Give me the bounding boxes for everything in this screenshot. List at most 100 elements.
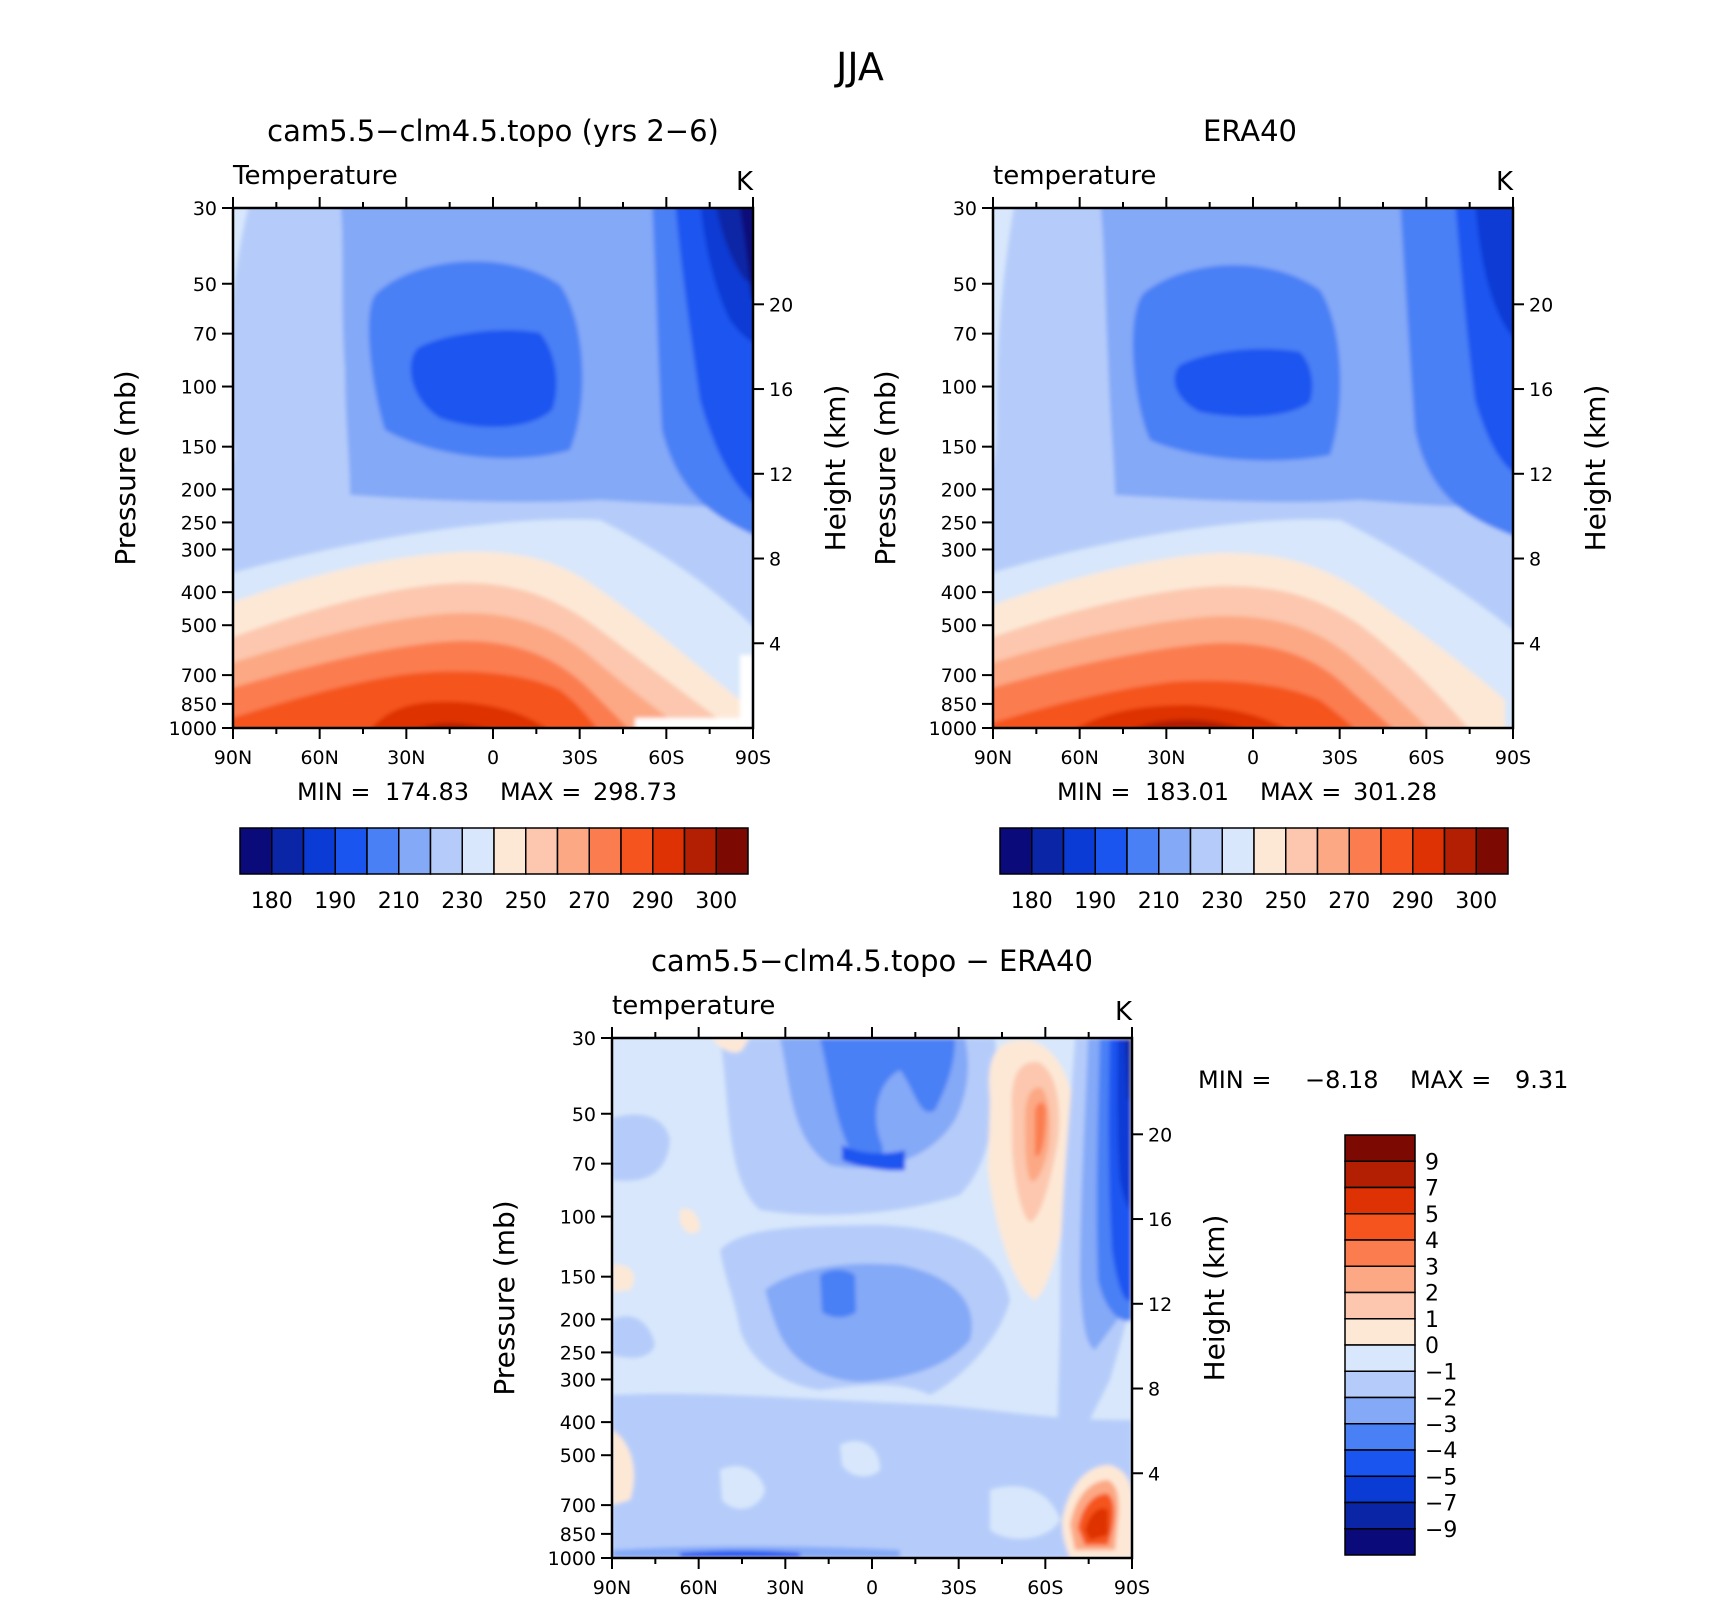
y-tick-label: 70	[953, 324, 977, 346]
colorbar-box	[1344, 1370, 1416, 1399]
y-tick-label: 500	[941, 615, 977, 637]
colorbar-box	[1344, 1528, 1416, 1556]
colorbar-box	[1475, 827, 1509, 875]
y-axis-label: Pressure (mb)	[869, 370, 902, 565]
y2-tick-label: 12	[1529, 464, 1553, 486]
colorbar-box	[1316, 827, 1350, 875]
colorbar-label: 0	[1425, 1334, 1439, 1359]
y2-tick-label: 12	[1148, 1294, 1172, 1316]
y-tick-label: 200	[181, 479, 217, 501]
y-tick-label: 700	[941, 665, 977, 687]
y-tick-label: 30	[953, 198, 977, 220]
y-tick-label: 400	[181, 582, 217, 604]
x-tick-label: 90N	[593, 1577, 631, 1599]
y2-tick-label: 16	[1529, 379, 1553, 401]
y-tick-label: 30	[193, 198, 217, 220]
colorbar-box	[334, 827, 368, 875]
panel-title: cam5.5−clm4.5.topo (yrs 2−6)	[267, 114, 719, 148]
colorbar-box	[1031, 827, 1065, 875]
x-tick-label: 60S	[648, 747, 684, 769]
colorbar-box	[1348, 827, 1382, 875]
colorbar-box	[1344, 1344, 1416, 1372]
colorbar-box	[1344, 1423, 1416, 1451]
y2-tick-label: 20	[1148, 1124, 1172, 1146]
colorbar-box	[1443, 827, 1477, 875]
y-tick-label: 100	[941, 377, 977, 399]
colorbar-label: 190	[314, 889, 356, 914]
y-tick-label: 400	[560, 1412, 596, 1434]
colorbar-label: 9	[1425, 1150, 1439, 1175]
colorbar-box	[1158, 827, 1192, 875]
min-label: MIN =	[1198, 1066, 1271, 1094]
colorbar-box	[1344, 1291, 1416, 1320]
x-tick-label: 60S	[1408, 747, 1444, 769]
y-tick-label: 850	[941, 694, 977, 716]
units-label: K	[1115, 997, 1133, 1027]
y-tick-label: 250	[181, 512, 217, 534]
axes: 3050701001502002503004005007008501000481…	[169, 197, 793, 769]
max-value: 301.28	[1353, 778, 1437, 806]
colorbar-label: 270	[1328, 889, 1370, 914]
y-tick-label: 50	[193, 274, 217, 296]
x-tick-label: 0	[866, 1577, 878, 1599]
x-tick-label: 90N	[214, 747, 252, 769]
colorbar-box	[1344, 1134, 1416, 1162]
y-tick-label: 1000	[548, 1548, 596, 1570]
y-tick-label: 300	[560, 1369, 596, 1391]
x-tick-label: 90S	[735, 747, 771, 769]
colorbar-box	[1221, 827, 1255, 875]
colorbar-label: 3	[1425, 1255, 1439, 1280]
y-axis-label: Pressure (mb)	[488, 1200, 521, 1395]
y-tick-label: 30	[572, 1028, 596, 1050]
y2-axis-label: Height (km)	[819, 385, 852, 552]
colorbar-box	[1344, 1501, 1416, 1530]
colorbar-label: 270	[568, 889, 610, 914]
y-tick-label: 300	[181, 539, 217, 561]
colorbar-label: 300	[1455, 889, 1497, 914]
y-tick-label: 250	[560, 1342, 596, 1364]
colorbar-label: 300	[695, 889, 737, 914]
x-tick-label: 60S	[1027, 1577, 1063, 1599]
x-tick-label: 30S	[941, 1577, 977, 1599]
variable-label: Temperature	[232, 161, 398, 191]
contour-field	[612, 1038, 1132, 1558]
x-tick-label: 30N	[766, 1577, 804, 1599]
y-tick-label: 200	[560, 1309, 596, 1331]
y2-tick-label: 16	[769, 379, 793, 401]
x-tick-label: 90S	[1114, 1577, 1150, 1599]
colorbar-box	[493, 827, 527, 875]
axes: 3050701001502002503004005007008501000481…	[548, 1027, 1172, 1599]
x-tick-label: 60N	[300, 747, 338, 769]
colorbar-box	[1189, 827, 1223, 875]
y-tick-label: 1000	[929, 718, 977, 740]
variable-label: temperature	[612, 991, 775, 1021]
y-tick-label: 70	[572, 1154, 596, 1176]
colorbar-box	[620, 827, 654, 875]
colorbar-box	[302, 827, 336, 875]
units-label: K	[736, 167, 754, 197]
contour-field	[233, 208, 753, 728]
x-tick-label: 0	[487, 747, 499, 769]
y-tick-label: 300	[941, 539, 977, 561]
y-tick-label: 500	[560, 1445, 596, 1467]
max-label: MAX =	[1410, 1066, 1491, 1094]
colorbar-box	[1344, 1213, 1416, 1241]
panel-obs: ERA40 temperature K	[869, 114, 1612, 914]
y-tick-label: 150	[560, 1267, 596, 1289]
colorbar-label: 180	[1011, 889, 1053, 914]
y2-tick-label: 8	[1529, 549, 1541, 571]
units-label: K	[1496, 167, 1514, 197]
y-tick-label: 700	[181, 665, 217, 687]
colorbar-box	[683, 827, 717, 875]
colorbar-label: 250	[1265, 889, 1307, 914]
y-tick-label: 850	[560, 1524, 596, 1546]
y-tick-label: 70	[193, 324, 217, 346]
colorbar-box	[1344, 1265, 1416, 1294]
min-value: 183.01	[1145, 778, 1229, 806]
colorbar-label: −3	[1425, 1413, 1457, 1438]
colorbar-box	[1380, 827, 1414, 875]
colorbar-label: 230	[441, 889, 483, 914]
y2-axis-label: Height (km)	[1579, 385, 1612, 552]
colorbar-box	[1344, 1239, 1416, 1267]
